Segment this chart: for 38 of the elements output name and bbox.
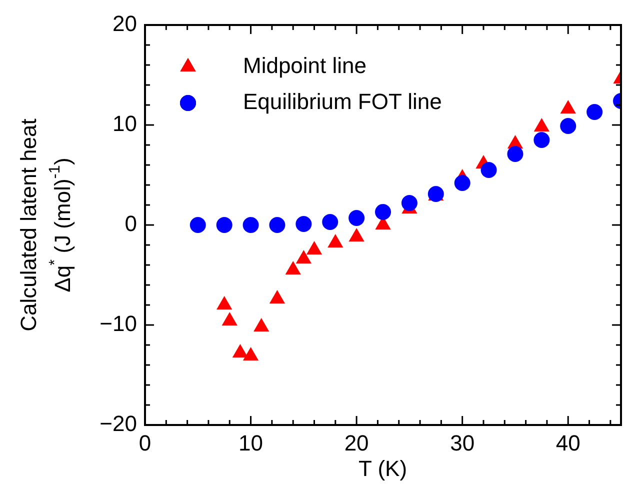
x-tick-label: 30 xyxy=(450,430,475,456)
point xyxy=(242,217,259,233)
point xyxy=(534,132,550,148)
point xyxy=(348,210,365,226)
y-tick-label: −20 xyxy=(100,411,137,436)
point xyxy=(232,344,248,358)
point xyxy=(190,217,206,233)
legend-label: Midpoint line xyxy=(243,53,367,78)
point xyxy=(242,347,259,360)
point xyxy=(328,234,344,248)
y-tick-label: 0 xyxy=(124,211,137,236)
y-tick-label: 20 xyxy=(112,11,137,36)
point xyxy=(296,216,312,232)
point xyxy=(296,250,312,264)
point xyxy=(507,146,524,162)
point xyxy=(375,204,391,220)
y-tick-label: −10 xyxy=(100,311,137,336)
x-tick-label: 40 xyxy=(556,430,580,456)
point xyxy=(306,241,322,254)
x-axis-title: T (K) xyxy=(358,456,408,482)
point xyxy=(269,217,286,233)
point xyxy=(216,217,232,233)
point xyxy=(285,261,301,274)
point xyxy=(348,228,364,242)
point xyxy=(222,312,238,326)
legend-label: Equilibrium FOT line xyxy=(243,89,442,114)
point xyxy=(254,318,270,332)
point xyxy=(586,104,603,120)
x-tick-label: 20 xyxy=(344,430,369,456)
y-tick-label: 10 xyxy=(112,111,137,136)
point xyxy=(216,296,232,310)
point xyxy=(322,214,338,230)
x-tick-label: 10 xyxy=(238,430,264,456)
point xyxy=(454,175,470,191)
point xyxy=(480,162,497,178)
point xyxy=(560,118,576,134)
point xyxy=(269,290,286,304)
point xyxy=(401,195,418,211)
